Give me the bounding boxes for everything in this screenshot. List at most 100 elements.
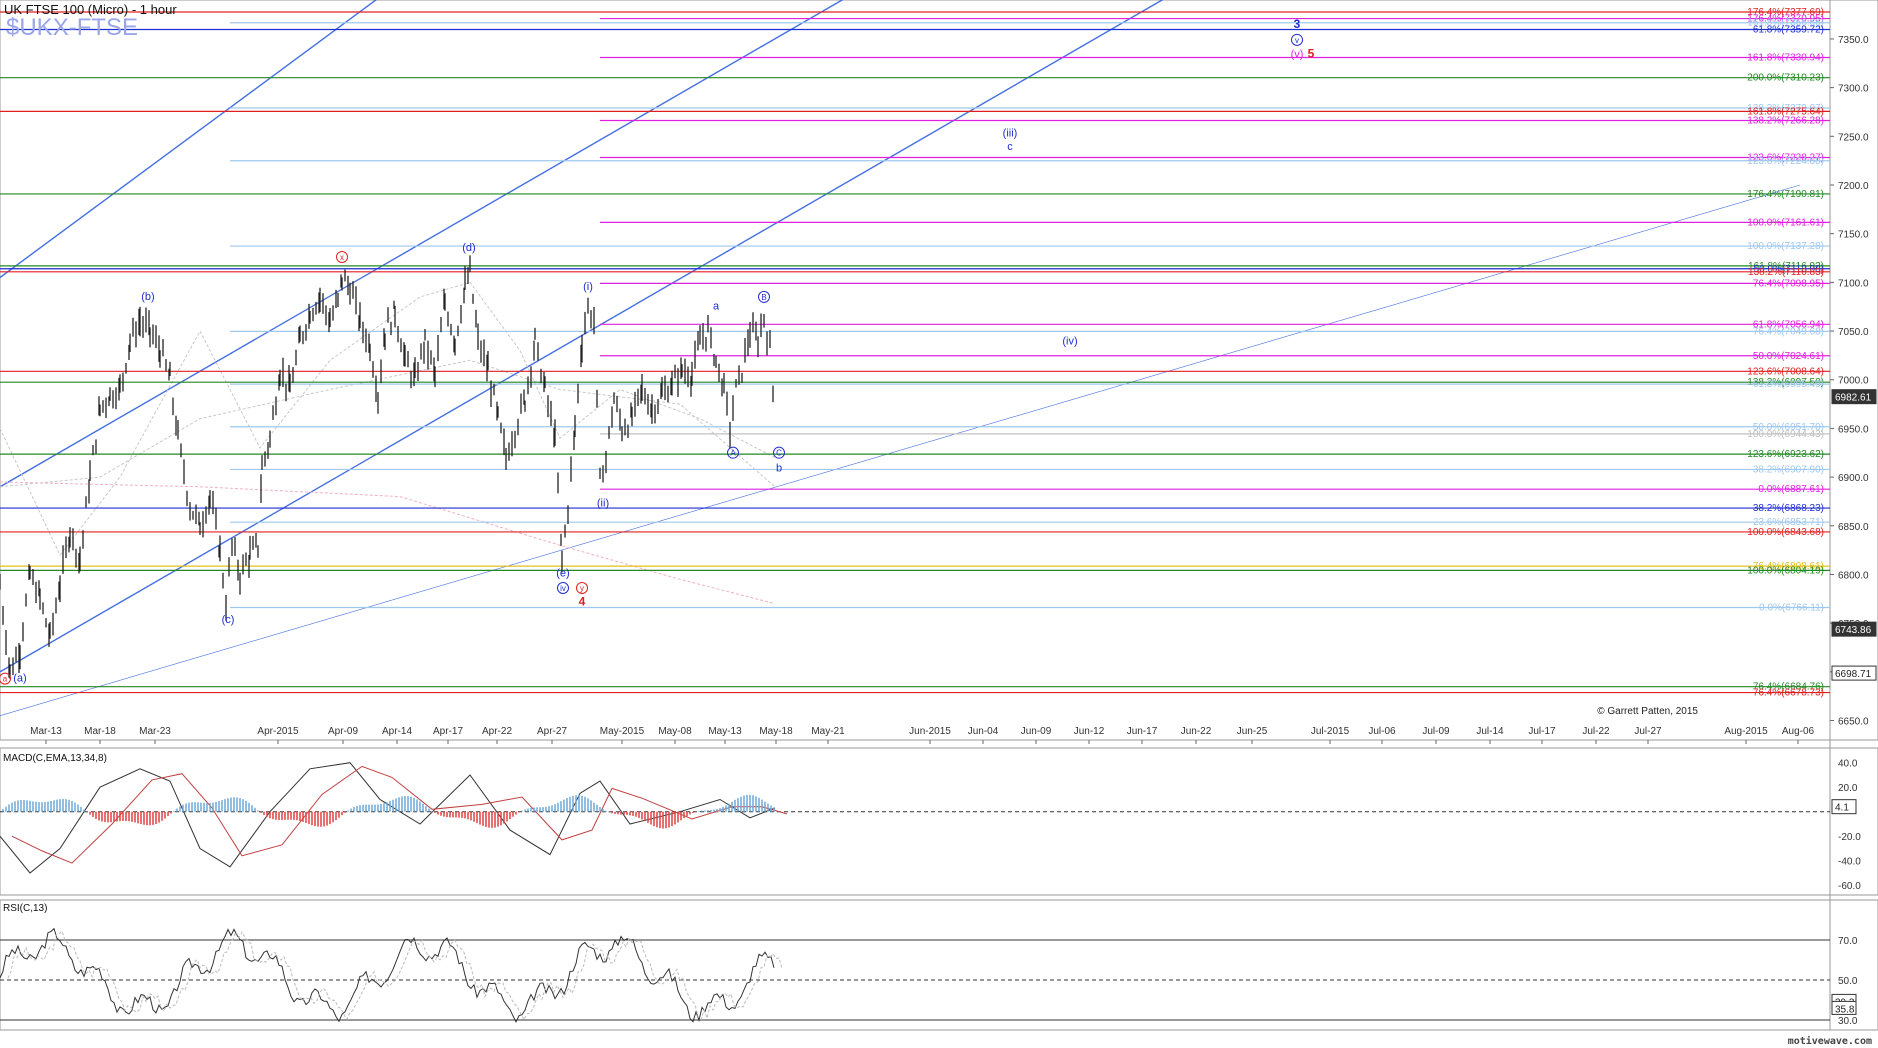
x-tick-label: May-08 bbox=[658, 726, 692, 737]
wave-label: (d) bbox=[462, 242, 475, 254]
fib-level-label: 100.0%(6804.19) bbox=[1747, 565, 1824, 576]
x-tick-label: Mar-18 bbox=[84, 726, 116, 737]
fib-level-label: 76.4%(7098.95) bbox=[1753, 278, 1824, 289]
macd-signal-line bbox=[11, 765, 788, 864]
fib-level-label: 138.2%(7110.83) bbox=[1748, 267, 1824, 278]
wave-label-circle bbox=[336, 250, 348, 263]
fib-level-label: 38.2%(6907.90) bbox=[1753, 464, 1824, 475]
fib-level-label: 123.6%(7224.88) bbox=[1747, 156, 1824, 167]
macd-title: MACD(C,EMA,13,34,8) bbox=[3, 753, 107, 764]
x-tick-label: Apr-09 bbox=[328, 726, 358, 737]
price-panel-border bbox=[0, 0, 1878, 741]
wave-label: 4 bbox=[579, 595, 586, 609]
fib-level-label: 176.4%(7370.95) bbox=[1747, 14, 1824, 25]
price-tick-label: 7350.0 bbox=[1838, 35, 1869, 46]
x-tick-label: Mar-13 bbox=[30, 726, 62, 737]
rsi-tick-label: 50.0 bbox=[1838, 976, 1858, 987]
price-tick-label: 6900.0 bbox=[1838, 473, 1869, 484]
x-tick-label: Aug-2015 bbox=[1724, 726, 1768, 737]
wave-label-circle bbox=[727, 446, 739, 459]
x-tick-label: May-18 bbox=[759, 726, 793, 737]
wave-label-circle bbox=[576, 582, 588, 595]
macd-current-box bbox=[1831, 799, 1857, 815]
fib-level-label: 61.8%(7056.94) bbox=[1753, 319, 1824, 330]
fib-level-label: 0.0%(6887.61) bbox=[1758, 484, 1824, 495]
fib-level-label: 138.2%(7266.28) bbox=[1747, 115, 1824, 126]
price-tick-label: 6650.0 bbox=[1838, 717, 1869, 728]
rsi-title: RSI(C,13) bbox=[3, 903, 48, 914]
x-tick-label: Apr-14 bbox=[382, 726, 412, 737]
wave-label: c bbox=[1007, 141, 1013, 153]
wave-label: (ii) bbox=[597, 497, 609, 509]
x-tick-label: Jul-17 bbox=[1528, 726, 1556, 737]
x-tick-label: Apr-27 bbox=[537, 726, 567, 737]
wave-label: (v) bbox=[1291, 48, 1304, 60]
fib-level-label: 0.0%(6766.11) bbox=[1759, 602, 1824, 613]
wave-label: v bbox=[1295, 36, 1299, 45]
fib-level-label: 100.0%(7137.28) bbox=[1747, 241, 1824, 252]
x-tick-label: Jul-06 bbox=[1368, 726, 1396, 737]
rsi-signal-line bbox=[7, 930, 783, 1021]
fib-level-label: 161.8%(7366.66) bbox=[1747, 18, 1824, 29]
fib-level-label: 100.0%(6843.68) bbox=[1747, 527, 1824, 538]
wave-label: (e) bbox=[556, 567, 569, 579]
price-tag-box bbox=[1831, 389, 1877, 405]
x-tick-label: Jun-12 bbox=[1074, 726, 1105, 737]
fib-level-label: 76.4%(7049.68) bbox=[1753, 326, 1824, 337]
x-tick-label: May-21 bbox=[811, 726, 845, 737]
fib-level-label: 100.0%(7161.61) bbox=[1747, 217, 1824, 228]
wave-label: (a) bbox=[13, 673, 26, 685]
fib-level-label: 176.4%(7190.81) bbox=[1747, 189, 1824, 200]
price-tag-label: 6743.86 bbox=[1835, 625, 1872, 636]
price-tick-label: 7200.0 bbox=[1838, 181, 1869, 192]
wave-label: A bbox=[730, 449, 736, 458]
fib-level-label: 138.2%(7279.07) bbox=[1747, 103, 1824, 114]
price-tag-label: 6698.71 bbox=[1835, 669, 1872, 680]
fib-level-label: 200.0%(7310.23) bbox=[1747, 73, 1824, 84]
moving-average-line bbox=[0, 481, 776, 605]
fib-level-label: 161.8%(7275.64) bbox=[1747, 106, 1824, 117]
wave-label: C bbox=[776, 449, 782, 458]
wave-label: (iv) bbox=[1062, 336, 1077, 348]
macd-tick-label: -20.0 bbox=[1838, 832, 1861, 843]
wave-label-circle bbox=[557, 582, 569, 595]
price-tick-label: 7000.0 bbox=[1838, 376, 1869, 387]
price-tick-label: 6950.0 bbox=[1838, 424, 1869, 435]
wave-label: y bbox=[580, 584, 584, 593]
rsi-panel: 70.050.030.039.335.8 bbox=[0, 899, 1878, 1031]
x-tick-label: Jul-2015 bbox=[1311, 726, 1350, 737]
wave-label: a bbox=[3, 675, 8, 684]
brand-text: motivewave.com bbox=[1787, 1036, 1872, 1047]
price-tick-label: 7150.0 bbox=[1838, 230, 1869, 241]
fib-level-label: 76.4%(6684.76) bbox=[1753, 682, 1824, 693]
price-tag-label: 6982.61 bbox=[1835, 393, 1872, 404]
fib-level-label: 61.8%(6995.49) bbox=[1753, 379, 1824, 390]
wave-label: x bbox=[340, 253, 344, 262]
trend-channel-line bbox=[0, 0, 378, 279]
wave-label: (i) bbox=[583, 281, 593, 293]
fib-level-label: 23.6%(6853.71) bbox=[1753, 517, 1824, 528]
x-tick-label: Jul-09 bbox=[1422, 726, 1450, 737]
price-tag-box bbox=[1831, 621, 1877, 637]
fib-level-label: 76.4%(6678.73) bbox=[1753, 688, 1824, 699]
x-axis: Mar-13 Mar-18 Mar-23 Apr-2015 Apr-09 Apr-14 Ap… bbox=[30, 726, 1815, 744]
wave-label-circle bbox=[773, 446, 785, 459]
wave-label-circle bbox=[758, 290, 770, 303]
fib-level-label: 161.8%(7116.92) bbox=[1748, 261, 1824, 272]
fib-level-label: 123.6%(7228.27) bbox=[1747, 152, 1824, 163]
macd-tick-label: -40.0 bbox=[1838, 857, 1861, 868]
x-tick-label: Jun-17 bbox=[1127, 726, 1158, 737]
macd-line bbox=[0, 762, 776, 874]
fib-level-label: 123.6%(7008.64) bbox=[1747, 366, 1824, 377]
price-tick-label: 7100.0 bbox=[1838, 278, 1869, 289]
chart-title: UK FTSE 100 (Micro) - 1 hour bbox=[4, 2, 177, 17]
fib-level-label: 100.0%(6944.43) bbox=[1747, 429, 1824, 440]
macd-tick-label: -60.0 bbox=[1838, 881, 1861, 892]
fib-level-label: 123.6%(6923.62) bbox=[1747, 449, 1824, 460]
fib-level-label: 50.0%(6951.70) bbox=[1753, 422, 1824, 433]
x-tick-label: Jun-04 bbox=[968, 726, 999, 737]
fib-level-label: 38.2%(6868.23) bbox=[1753, 503, 1824, 514]
x-tick-label: Apr-17 bbox=[433, 726, 463, 737]
